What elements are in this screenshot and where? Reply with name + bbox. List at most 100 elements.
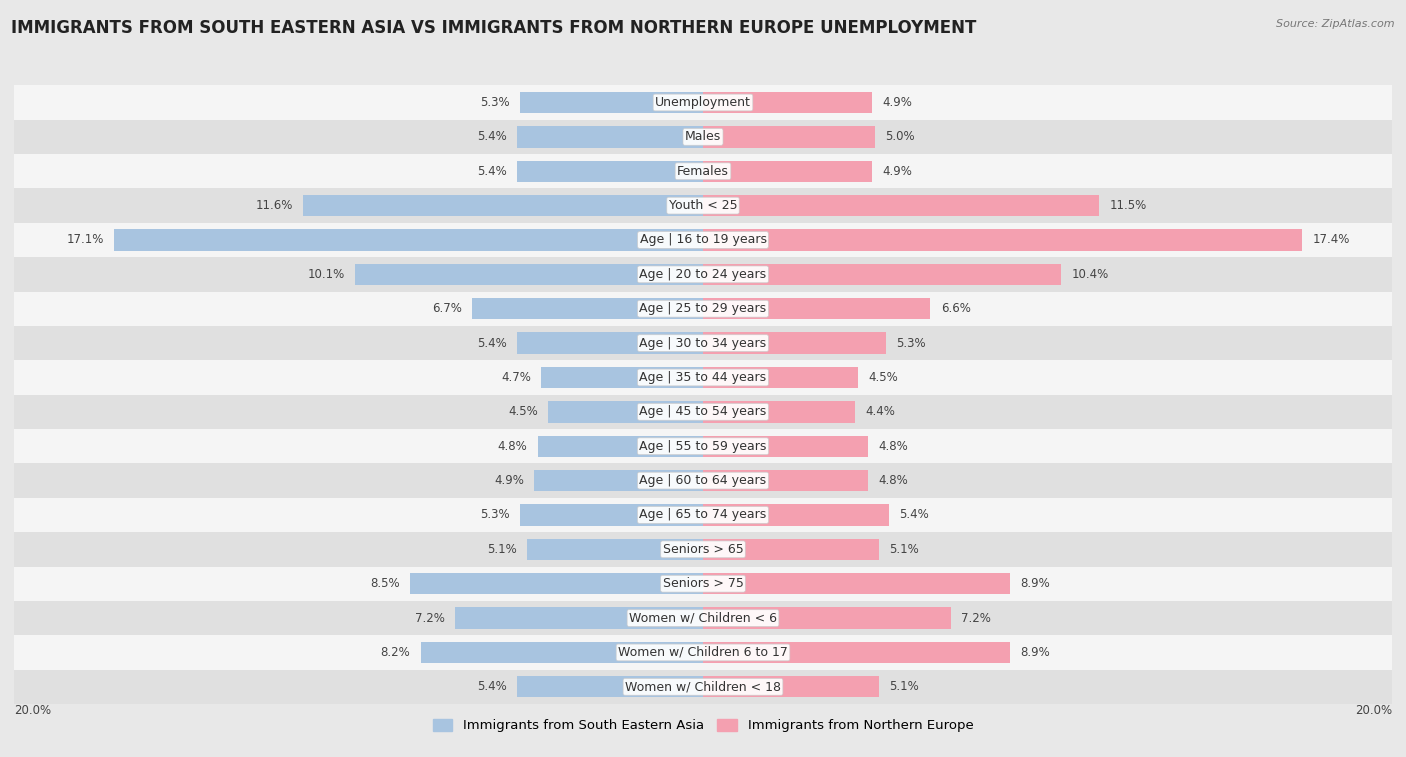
Bar [703,160,872,182]
Text: Seniors > 75: Seniors > 75 [662,577,744,590]
Bar [14,670,1392,704]
Bar [14,154,1392,188]
Text: 5.1%: 5.1% [889,681,918,693]
Text: 5.1%: 5.1% [488,543,517,556]
Bar [703,195,1099,217]
Bar [14,223,1392,257]
Text: 4.8%: 4.8% [498,440,527,453]
Bar [14,532,1392,566]
Text: 5.4%: 5.4% [900,509,929,522]
Bar [14,394,1392,429]
Text: 5.3%: 5.3% [896,337,925,350]
Text: 10.1%: 10.1% [308,268,344,281]
Bar [14,429,1392,463]
Text: Women w/ Children < 18: Women w/ Children < 18 [626,681,780,693]
Text: 8.5%: 8.5% [370,577,399,590]
Text: IMMIGRANTS FROM SOUTH EASTERN ASIA VS IMMIGRANTS FROM NORTHERN EUROPE UNEMPLOYME: IMMIGRANTS FROM SOUTH EASTERN ASIA VS IM… [11,19,977,37]
Bar [703,607,950,629]
Legend: Immigrants from South Eastern Asia, Immigrants from Northern Europe: Immigrants from South Eastern Asia, Immi… [433,719,973,732]
Bar [14,566,1392,601]
Bar [703,539,879,560]
Bar [14,635,1392,670]
Text: 7.2%: 7.2% [415,612,444,625]
Text: 8.2%: 8.2% [381,646,411,659]
Text: Age | 35 to 44 years: Age | 35 to 44 years [640,371,766,384]
Text: 6.6%: 6.6% [941,302,970,315]
Text: 4.4%: 4.4% [865,405,894,419]
Text: Age | 45 to 54 years: Age | 45 to 54 years [640,405,766,419]
Text: 11.6%: 11.6% [256,199,292,212]
Bar [472,298,703,319]
Bar [14,326,1392,360]
Text: Age | 20 to 24 years: Age | 20 to 24 years [640,268,766,281]
Text: Age | 25 to 29 years: Age | 25 to 29 years [640,302,766,315]
Bar [304,195,703,217]
Text: 4.8%: 4.8% [879,440,908,453]
Bar [703,229,1302,251]
Bar [537,435,703,457]
Bar [541,367,703,388]
Bar [534,470,703,491]
Bar [548,401,703,422]
Text: Age | 65 to 74 years: Age | 65 to 74 years [640,509,766,522]
Bar [703,504,889,525]
Bar [703,435,869,457]
Bar [14,498,1392,532]
Bar [703,367,858,388]
Bar [703,298,931,319]
Bar [14,601,1392,635]
Bar [14,86,1392,120]
Text: 5.4%: 5.4% [477,130,506,143]
Bar [527,539,703,560]
Text: 17.1%: 17.1% [66,233,104,247]
Text: 5.4%: 5.4% [477,681,506,693]
Text: 4.7%: 4.7% [501,371,531,384]
Bar [411,573,703,594]
Text: 5.3%: 5.3% [481,509,510,522]
Text: 8.9%: 8.9% [1019,646,1050,659]
Text: 4.5%: 4.5% [508,405,537,419]
Bar [14,257,1392,291]
Bar [420,642,703,663]
Text: Source: ZipAtlas.com: Source: ZipAtlas.com [1277,19,1395,29]
Text: 10.4%: 10.4% [1071,268,1109,281]
Bar [703,676,879,697]
Bar [356,263,703,285]
Text: 4.8%: 4.8% [879,474,908,487]
Bar [703,263,1062,285]
Text: 6.7%: 6.7% [432,302,461,315]
Text: 4.9%: 4.9% [882,165,912,178]
Text: Women w/ Children 6 to 17: Women w/ Children 6 to 17 [619,646,787,659]
Bar [517,676,703,697]
Bar [14,120,1392,154]
Text: Males: Males [685,130,721,143]
Bar [14,463,1392,498]
Bar [14,360,1392,394]
Bar [703,126,875,148]
Bar [703,573,1010,594]
Bar [517,126,703,148]
Text: Women w/ Children < 6: Women w/ Children < 6 [628,612,778,625]
Text: 5.4%: 5.4% [477,337,506,350]
Text: 20.0%: 20.0% [1355,704,1392,717]
Bar [520,92,703,113]
Text: 4.9%: 4.9% [882,96,912,109]
Bar [703,401,855,422]
Bar [114,229,703,251]
Text: 4.9%: 4.9% [494,474,524,487]
Text: 11.5%: 11.5% [1109,199,1147,212]
Text: Unemployment: Unemployment [655,96,751,109]
Bar [520,504,703,525]
Bar [456,607,703,629]
Bar [703,642,1010,663]
Text: 20.0%: 20.0% [14,704,51,717]
Text: Age | 55 to 59 years: Age | 55 to 59 years [640,440,766,453]
Text: 7.2%: 7.2% [962,612,991,625]
Text: 5.3%: 5.3% [481,96,510,109]
Bar [14,188,1392,223]
Text: Age | 30 to 34 years: Age | 30 to 34 years [640,337,766,350]
Bar [517,332,703,354]
Text: Age | 60 to 64 years: Age | 60 to 64 years [640,474,766,487]
Bar [703,92,872,113]
Bar [703,470,869,491]
